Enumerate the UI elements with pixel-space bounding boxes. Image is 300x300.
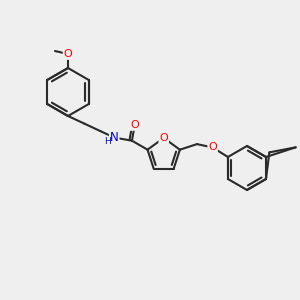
Text: O: O	[64, 49, 72, 59]
Text: O: O	[159, 133, 168, 143]
Text: O: O	[130, 120, 139, 130]
Text: O: O	[208, 142, 217, 152]
Text: N: N	[110, 131, 118, 144]
Text: H: H	[104, 137, 111, 146]
